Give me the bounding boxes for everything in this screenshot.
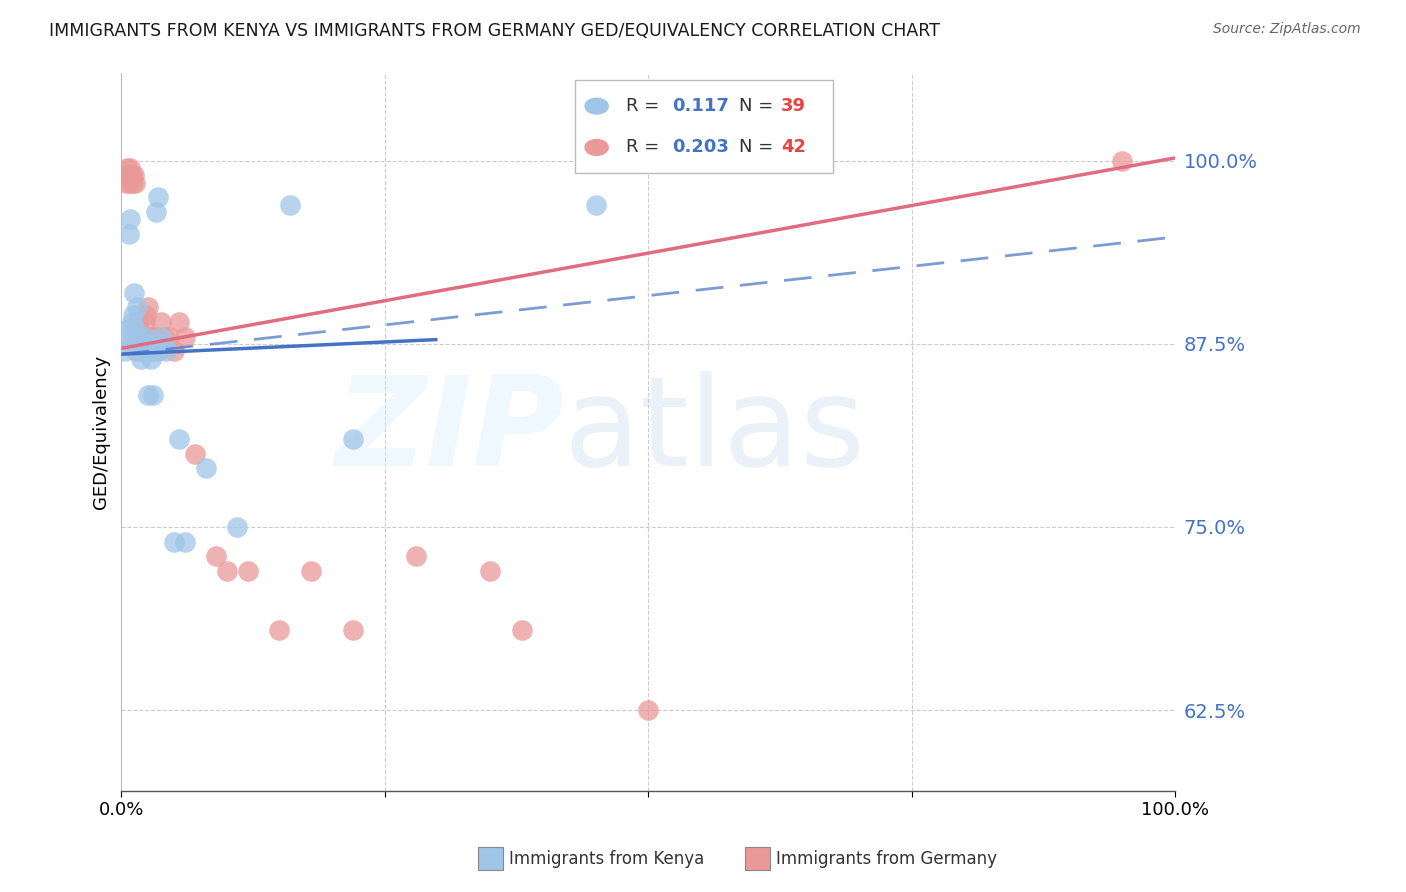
Point [145,329,167,343]
Point [148,190,170,204]
Point [205,549,228,564]
Point [134,329,156,343]
Point [169,432,191,446]
Point [152,329,174,343]
Point [150,315,173,329]
Point [269,623,291,637]
Y-axis label: GED/Equivalency: GED/Equivalency [93,355,110,508]
Text: N =: N = [740,138,773,156]
Point [163,534,186,549]
Point [124,176,146,190]
Text: 39: 39 [780,97,806,115]
Point [118,176,141,190]
Text: Immigrants from Kenya: Immigrants from Kenya [509,850,704,868]
Point [118,227,141,241]
Point [118,161,141,176]
Point [150,329,173,343]
Point [121,169,143,183]
Point [215,564,238,578]
Point [226,520,249,534]
Point [127,329,149,343]
Point [114,169,136,183]
Point [135,308,157,322]
Point [405,549,427,564]
Point [125,344,148,359]
Point [143,344,166,359]
Text: Immigrants from Germany: Immigrants from Germany [776,850,997,868]
Point [132,337,155,351]
Point [124,322,146,336]
Point [121,315,143,329]
Point [114,176,136,190]
Point [117,322,139,336]
Text: Source: ZipAtlas.com: Source: ZipAtlas.com [1213,22,1361,37]
Point [479,564,502,578]
Point [637,703,659,717]
Point [122,285,145,300]
Point [131,344,153,359]
Point [129,344,152,359]
Text: atlas: atlas [564,371,866,492]
Point [136,337,159,351]
Circle shape [585,98,609,114]
Point [157,329,180,343]
Text: 42: 42 [780,138,806,156]
Point [129,337,152,351]
Point [1111,153,1133,168]
Point [136,388,159,402]
Point [117,169,139,183]
Circle shape [585,139,609,155]
Point [131,351,153,366]
Point [510,623,533,637]
Point [134,315,156,329]
Point [128,322,150,336]
Point [155,344,177,359]
Point [118,212,141,227]
Point [163,344,186,359]
Text: IMMIGRANTS FROM KENYA VS IMMIGRANTS FROM GERMANY GED/EQUIVALENCY CORRELATION CHA: IMMIGRANTS FROM KENYA VS IMMIGRANTS FROM… [49,22,941,40]
Point [585,198,607,212]
Text: N =: N = [740,97,773,115]
Text: 0.117: 0.117 [672,97,730,115]
Text: 0.203: 0.203 [672,138,730,156]
Point [127,301,149,315]
Point [173,534,195,549]
Point [142,337,165,351]
Point [169,315,191,329]
Point [127,329,149,343]
Point [142,337,165,351]
FancyBboxPatch shape [575,80,832,173]
Point [152,337,174,351]
Point [342,432,364,446]
Point [122,169,145,183]
Point [122,308,145,322]
Point [127,315,149,329]
Point [142,388,165,402]
Point [128,337,150,351]
Point [194,461,217,475]
Point [139,329,162,343]
Point [148,344,170,359]
Point [114,344,136,359]
Point [184,447,207,461]
Point [342,623,364,637]
Point [139,344,162,359]
Point [173,329,195,343]
Point [125,337,148,351]
Point [139,351,162,366]
Point [122,176,145,190]
Point [120,169,142,183]
Point [115,161,138,176]
Text: R =: R = [626,138,659,156]
Point [136,301,159,315]
Point [299,564,322,578]
Point [120,337,142,351]
Point [115,329,138,343]
Text: R =: R = [626,97,659,115]
Point [236,564,259,578]
Point [278,198,301,212]
Point [131,329,153,343]
Text: ZIP: ZIP [335,371,564,492]
Point [145,205,167,219]
